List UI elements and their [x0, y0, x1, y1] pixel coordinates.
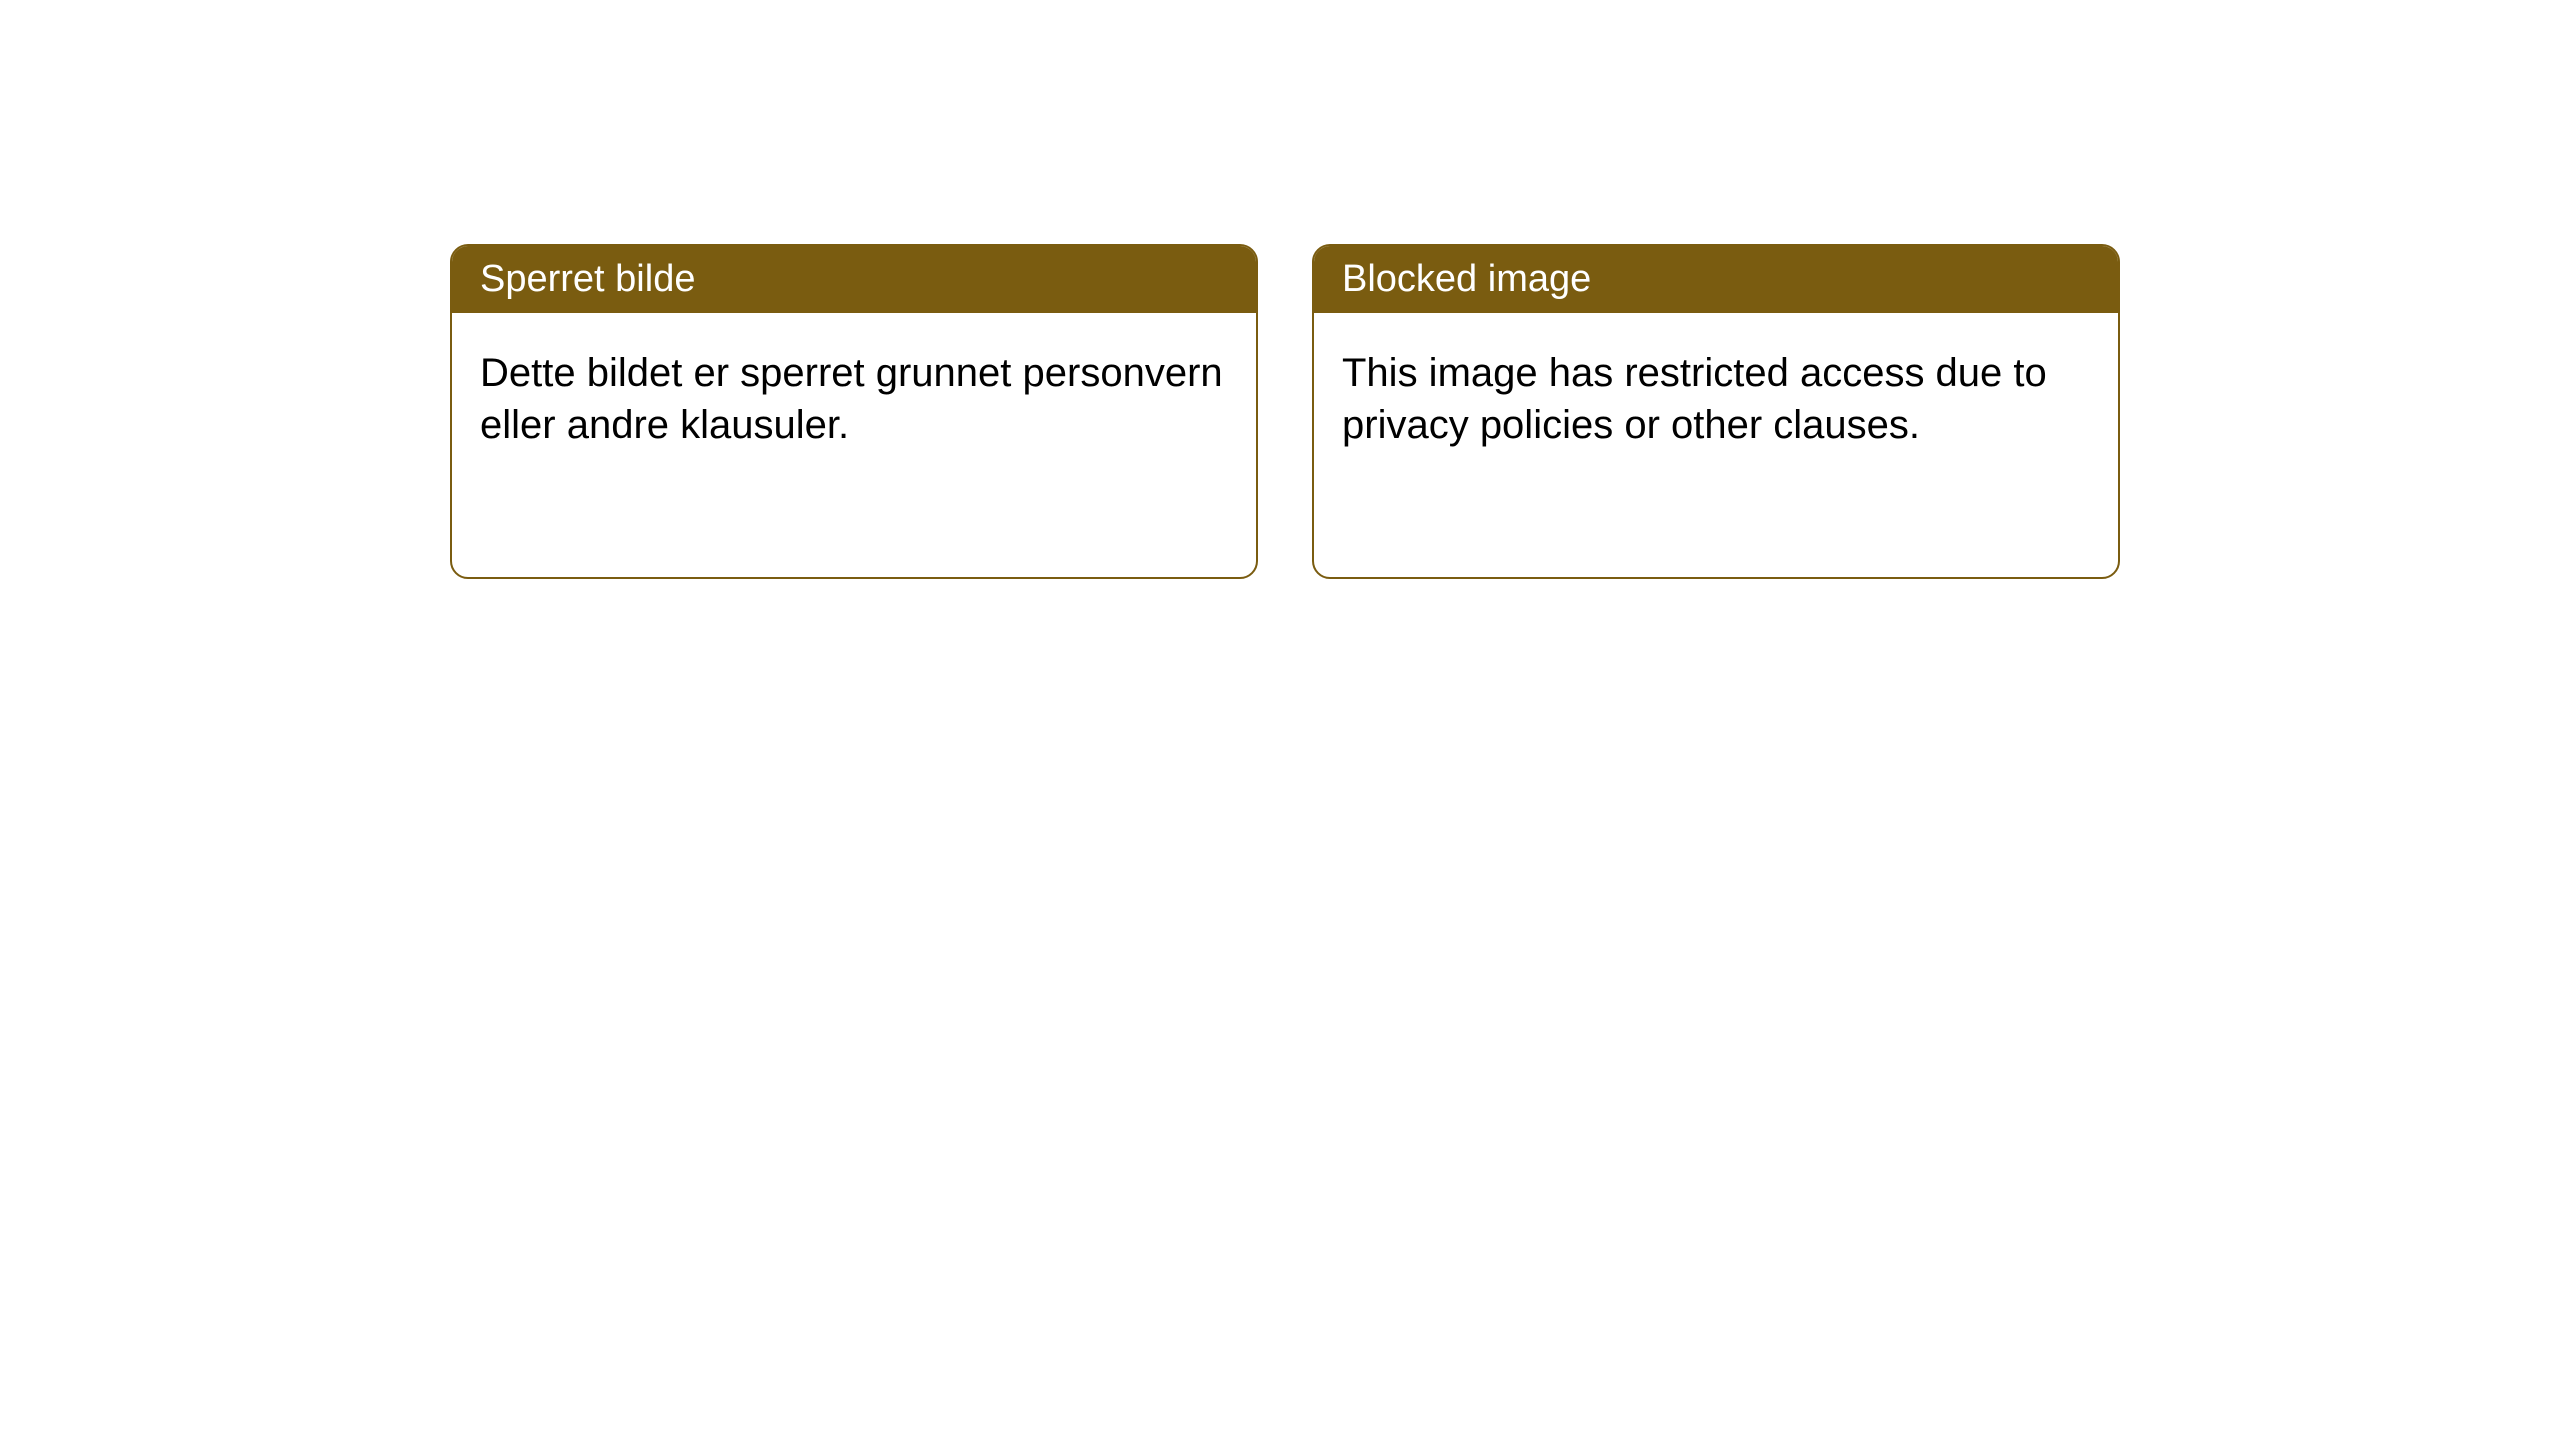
notice-header: Sperret bilde	[452, 246, 1256, 313]
notice-card-norwegian: Sperret bilde Dette bildet er sperret gr…	[450, 244, 1258, 579]
notice-body: This image has restricted access due to …	[1314, 313, 2118, 485]
notice-body: Dette bildet er sperret grunnet personve…	[452, 313, 1256, 485]
notice-container: Sperret bilde Dette bildet er sperret gr…	[0, 0, 2560, 579]
notice-header: Blocked image	[1314, 246, 2118, 313]
notice-card-english: Blocked image This image has restricted …	[1312, 244, 2120, 579]
